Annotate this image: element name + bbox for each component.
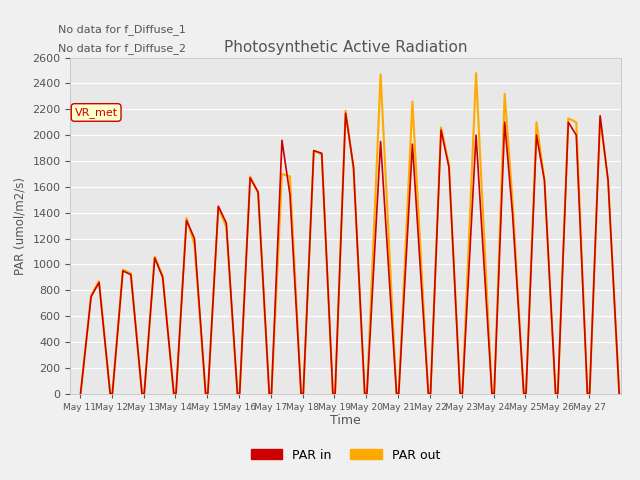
Text: No data for f_Diffuse_1: No data for f_Diffuse_1 — [58, 24, 186, 35]
Text: No data for f_Diffuse_2: No data for f_Diffuse_2 — [58, 43, 186, 54]
X-axis label: Time: Time — [330, 414, 361, 427]
Text: VR_met: VR_met — [75, 107, 118, 118]
Y-axis label: PAR (umol/m2/s): PAR (umol/m2/s) — [14, 177, 27, 275]
Title: Photosynthetic Active Radiation: Photosynthetic Active Radiation — [224, 40, 467, 55]
Legend: PAR in, PAR out: PAR in, PAR out — [246, 444, 445, 467]
